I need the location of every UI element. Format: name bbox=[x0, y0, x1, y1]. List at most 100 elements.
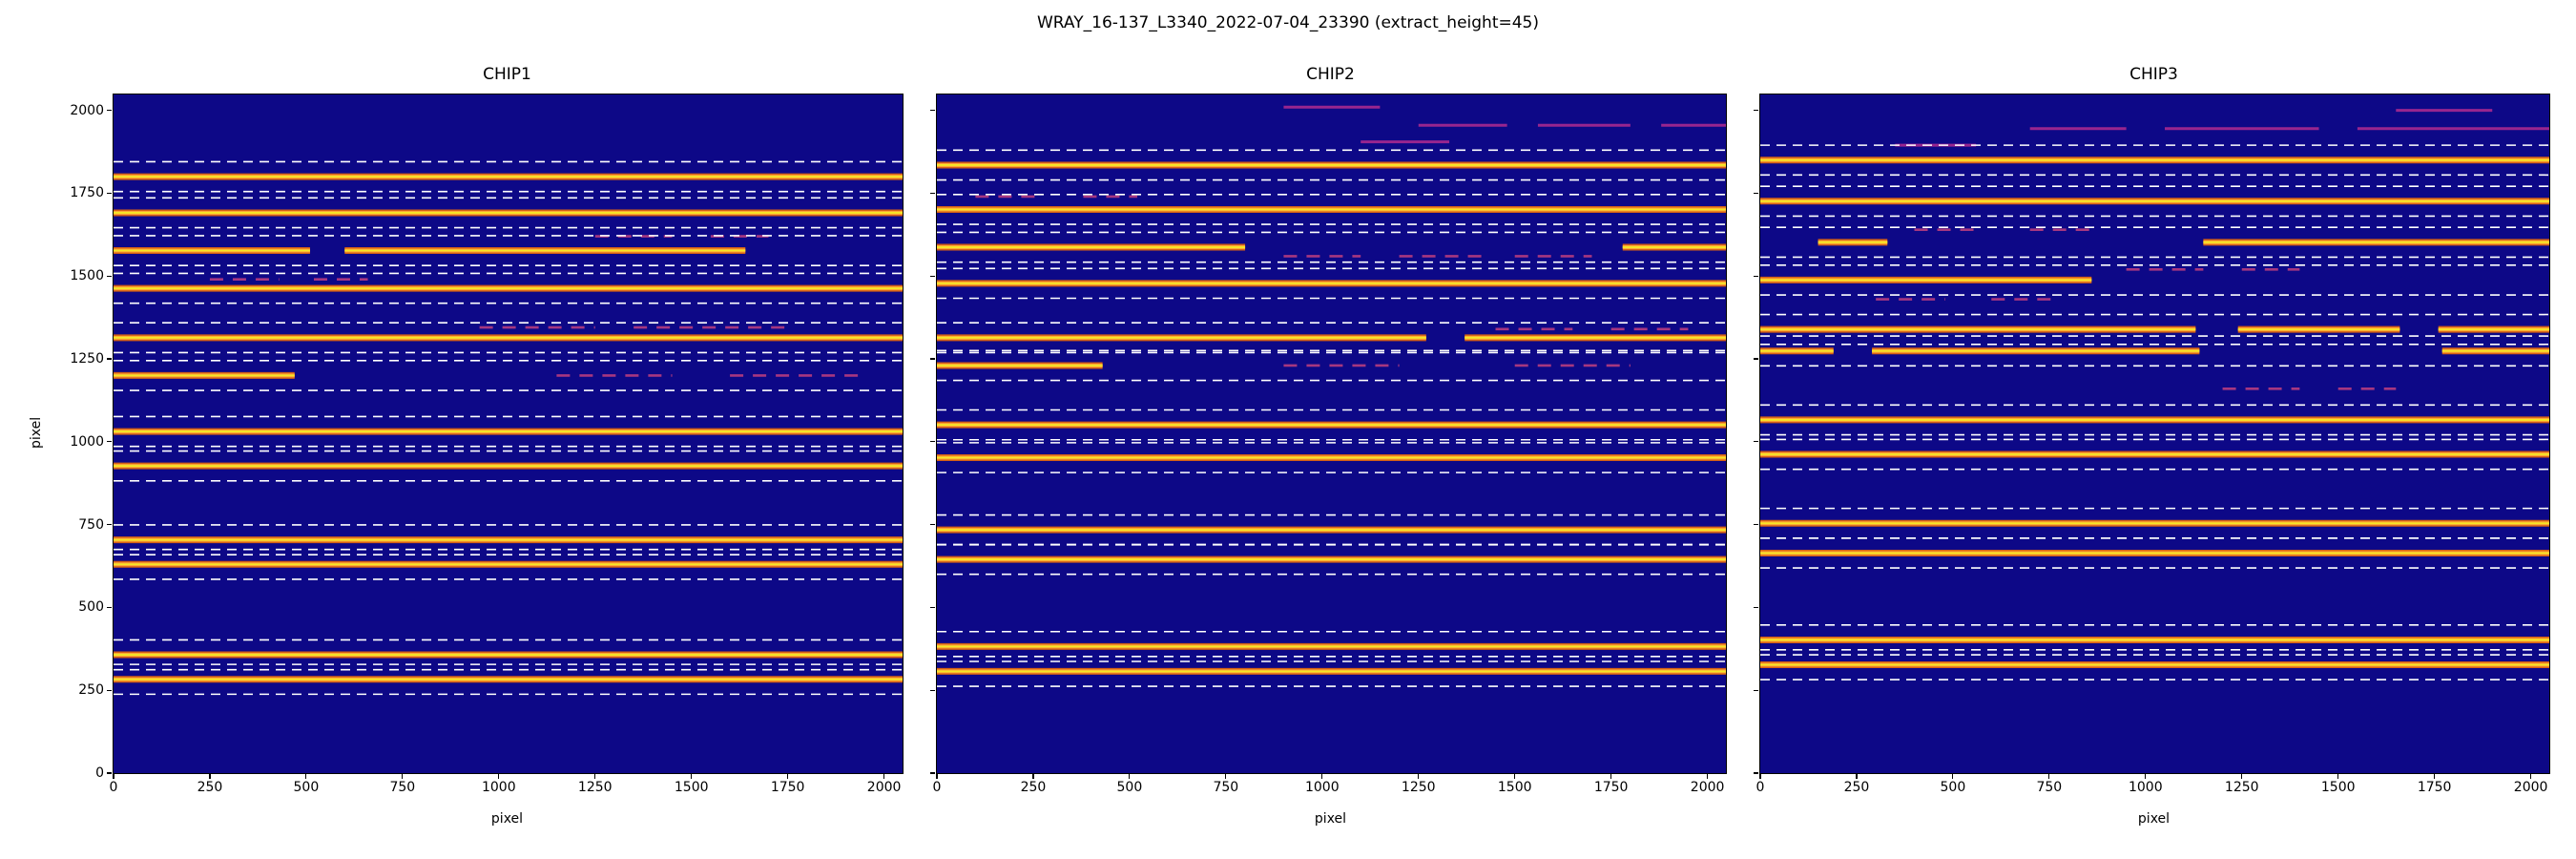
y-tick bbox=[107, 524, 112, 526]
y-tick bbox=[107, 275, 112, 277]
y-tick bbox=[930, 110, 935, 112]
x-tick bbox=[883, 774, 885, 779]
x-tick bbox=[2530, 774, 2532, 779]
y-tick bbox=[930, 772, 935, 774]
x-tick bbox=[1514, 774, 1516, 779]
x-tick-label: 750 bbox=[2036, 780, 2063, 795]
x-tick-label: 1750 bbox=[770, 780, 805, 795]
x-tick-label: 1750 bbox=[1593, 780, 1629, 795]
y-tick bbox=[1754, 606, 1758, 608]
x-tick-label: 1000 bbox=[1304, 780, 1340, 795]
x-tick bbox=[2337, 774, 2339, 779]
x-tick bbox=[305, 774, 307, 779]
x-tick bbox=[787, 774, 789, 779]
x-tick-label: 250 bbox=[197, 780, 223, 795]
y-tick bbox=[930, 606, 935, 608]
x-tick-label: 1250 bbox=[2224, 780, 2259, 795]
y-tick bbox=[1754, 524, 1758, 526]
panel-title-chip2: CHIP2 bbox=[1306, 65, 1355, 84]
y-tick-label: 250 bbox=[78, 682, 104, 699]
x-tick bbox=[691, 774, 693, 779]
y-tick bbox=[107, 192, 112, 195]
x-tick-label: 0 bbox=[1755, 780, 1765, 795]
x-tick-label: 250 bbox=[1020, 780, 1047, 795]
x-tick bbox=[1952, 774, 1954, 779]
panel-title-chip1: CHIP1 bbox=[483, 65, 531, 84]
x-tick bbox=[1032, 774, 1034, 779]
x-tick bbox=[1418, 774, 1420, 779]
x-tick bbox=[1129, 774, 1131, 779]
y-tick bbox=[930, 358, 935, 360]
y-tick bbox=[930, 192, 935, 195]
x-tick bbox=[402, 774, 404, 779]
y-tick-label: 750 bbox=[78, 516, 104, 533]
y-tick bbox=[107, 606, 112, 608]
x-tick bbox=[1610, 774, 1612, 779]
y-tick-label: 1000 bbox=[70, 433, 104, 450]
y-tick bbox=[1754, 110, 1758, 112]
x-tick bbox=[209, 774, 211, 779]
x-tick-label: 1750 bbox=[2417, 780, 2452, 795]
chip2-image bbox=[937, 105, 1726, 687]
x-tick-label: 0 bbox=[109, 780, 118, 795]
panel-title-chip3: CHIP3 bbox=[2129, 65, 2178, 84]
x-axis-label-chip2: pixel bbox=[1314, 811, 1347, 827]
x-axis-label-chip1: pixel bbox=[490, 811, 524, 827]
x-tick-label: 1500 bbox=[674, 780, 709, 795]
x-tick bbox=[936, 774, 938, 779]
x-tick-label: 1250 bbox=[577, 780, 613, 795]
x-tick bbox=[1707, 774, 1709, 779]
y-tick bbox=[107, 441, 112, 443]
y-tick bbox=[107, 772, 112, 774]
x-tick-label: 750 bbox=[1213, 780, 1239, 795]
y-tick bbox=[107, 689, 112, 691]
x-tick-label: 500 bbox=[293, 780, 320, 795]
x-tick bbox=[1856, 774, 1858, 779]
y-axis-label: pixel bbox=[29, 416, 44, 449]
y-tick-label: 1750 bbox=[70, 185, 104, 201]
x-tick bbox=[113, 774, 114, 779]
x-tick-label: 2000 bbox=[1690, 780, 1725, 795]
x-tick bbox=[2145, 774, 2147, 779]
x-tick bbox=[2434, 774, 2436, 779]
x-tick bbox=[2241, 774, 2243, 779]
y-tick-label: 2000 bbox=[70, 102, 104, 118]
y-tick bbox=[1754, 441, 1758, 443]
chip1-image bbox=[114, 160, 903, 696]
x-tick-label: 1000 bbox=[481, 780, 516, 795]
y-tick bbox=[930, 275, 935, 277]
y-tick bbox=[1754, 689, 1758, 691]
x-tick-label: 2000 bbox=[866, 780, 902, 795]
chip3-plot bbox=[1759, 94, 2550, 774]
x-tick-label: 750 bbox=[389, 780, 416, 795]
y-tick bbox=[1754, 358, 1758, 360]
y-tick-label: 500 bbox=[78, 599, 104, 616]
y-tick bbox=[930, 441, 935, 443]
x-tick-label: 0 bbox=[932, 780, 942, 795]
y-tick bbox=[1754, 192, 1758, 195]
x-tick-label: 250 bbox=[1843, 780, 1870, 795]
chip3-image bbox=[1760, 109, 2549, 681]
y-tick bbox=[107, 358, 112, 360]
x-tick bbox=[1225, 774, 1227, 779]
x-tick bbox=[594, 774, 596, 779]
y-tick bbox=[107, 110, 112, 112]
x-tick-label: 1500 bbox=[2320, 780, 2356, 795]
x-tick-label: 1500 bbox=[1497, 780, 1532, 795]
x-tick-label: 500 bbox=[1940, 780, 1966, 795]
x-tick bbox=[1321, 774, 1323, 779]
x-tick-label: 1000 bbox=[2128, 780, 2163, 795]
x-tick-label: 1250 bbox=[1401, 780, 1436, 795]
x-tick-label: 2000 bbox=[2513, 780, 2548, 795]
y-tick-label: 1500 bbox=[70, 268, 104, 284]
y-tick bbox=[930, 689, 935, 691]
x-axis-label-chip3: pixel bbox=[2137, 811, 2171, 827]
chip1-plot bbox=[113, 94, 904, 774]
figure-title: WRAY_16-137_L3340_2022-07-04_23390 (extr… bbox=[1037, 13, 1539, 32]
y-tick bbox=[1754, 275, 1758, 277]
y-tick-label: 0 bbox=[95, 765, 104, 781]
x-tick bbox=[498, 774, 500, 779]
y-tick-label: 1250 bbox=[70, 351, 104, 367]
y-tick bbox=[1754, 772, 1758, 774]
